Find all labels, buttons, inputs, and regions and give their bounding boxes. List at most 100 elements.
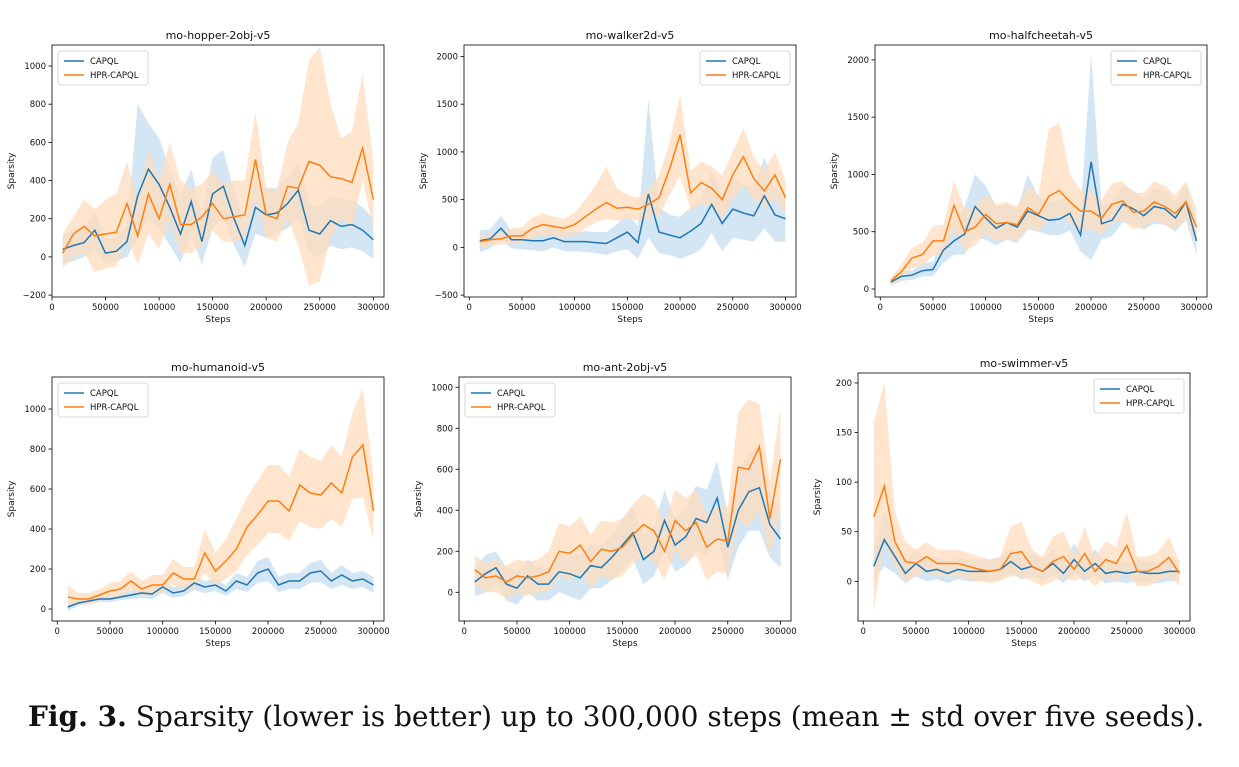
chart-panel-4: mo-humanoid-v5 0 50000 100000 150000 200000 25…	[7, 361, 390, 649]
x-tick-label: 150000	[196, 303, 228, 313]
y-tick-label: 800	[30, 100, 46, 110]
series-line-capql	[67, 568, 374, 608]
x-tick-label: 200000	[1058, 627, 1090, 637]
x-tick-label: 250000	[717, 303, 749, 313]
x-tick-label: 50000	[919, 303, 946, 313]
y-tick-label: 600	[437, 465, 453, 475]
x-tick-label: 0	[55, 627, 60, 637]
x-axis-label: Steps	[205, 315, 230, 325]
y-tick-label: 0	[41, 253, 46, 263]
y-tick-label: 0	[453, 243, 458, 253]
legend: CAPQL HPR-CAPQL	[699, 50, 791, 86]
y-axis-label: Sparsity	[419, 152, 429, 189]
y-tick-label: 2000	[436, 52, 458, 62]
y-tick-label: 600	[30, 138, 46, 148]
series-line-capql	[479, 193, 786, 245]
y-tick-label: 200	[30, 215, 46, 225]
legend-label-hpr-capql: HPR-CAPQL	[90, 403, 139, 413]
y-axis-label: Sparsity	[813, 478, 823, 515]
y-tick-label: 800	[30, 445, 46, 455]
chart-title: mo-halfcheetah-v5	[989, 29, 1093, 42]
legend: CAPQL HPR-CAPQL	[57, 50, 149, 86]
x-tick-label: 100000	[969, 303, 1001, 313]
series-line-hpr-capql	[873, 483, 1181, 574]
std-band-capql	[479, 99, 786, 259]
x-tick-label: 250000	[304, 303, 336, 313]
series-line-capql	[890, 161, 1198, 283]
legend-box	[699, 50, 791, 86]
legend-box	[1110, 50, 1202, 86]
plot-frame	[874, 44, 1208, 298]
x-tick-label: 0	[49, 303, 54, 313]
plot-frame	[51, 376, 385, 622]
legend-label-capql: CAPQL	[497, 389, 526, 399]
series-line-capql	[873, 538, 1180, 575]
plot-frame	[857, 372, 1191, 622]
x-tick-label: 150000	[1005, 627, 1037, 637]
x-tick-label: 150000	[199, 627, 231, 637]
plot-frame	[463, 44, 797, 298]
x-tick-label: 100000	[146, 627, 178, 637]
y-tick-label: 1000	[847, 170, 869, 180]
y-tick-label: −500	[435, 291, 458, 301]
chart-panel-3: mo-halfcheetah-v50 50000 100000 150000 20000…	[830, 29, 1213, 325]
series-line-hpr-capql	[474, 444, 782, 583]
plot-area	[67, 389, 375, 611]
legend-box	[57, 382, 149, 418]
x-tick-label: 250000	[1128, 303, 1160, 313]
x-tick-label: 300000	[357, 627, 389, 637]
legend-label-capql: CAPQL	[90, 57, 119, 67]
caption-text: Sparsity (lower is better) up to 300,000…	[135, 700, 1205, 733]
std-band-hpr-capql	[67, 389, 374, 605]
x-tick-label: 0	[878, 303, 883, 313]
y-tick-label: 2000	[847, 56, 869, 66]
chart-panel-6: mo-swimmer-v5 0 50000 100000 150000 200000 250…	[813, 357, 1196, 649]
y-tick-label: 100	[836, 478, 852, 488]
x-tick-label: 250000	[1111, 627, 1143, 637]
legend-label-capql: CAPQL	[1143, 57, 1172, 67]
chart-title: mo-humanoid-v5	[171, 361, 265, 374]
plot-area	[479, 94, 787, 259]
x-tick-label: 300000	[769, 303, 801, 313]
legend-label-hpr-capql: HPR-CAPQL	[732, 71, 781, 81]
y-tick-label: 0	[448, 588, 453, 598]
std-band-hpr-capql	[479, 94, 786, 248]
x-axis-label: Steps	[1011, 639, 1036, 649]
y-axis-label: Sparsity	[414, 480, 424, 517]
series-line-hpr-capql	[890, 189, 1198, 282]
legend-label-hpr-capql: HPR-CAPQL	[497, 403, 546, 413]
std-band-capql	[67, 557, 374, 611]
x-tick-label: 50000	[503, 627, 530, 637]
y-tick-label: 400	[30, 177, 46, 187]
x-tick-label: 200000	[664, 303, 696, 313]
figure-grid: mo-hopper-2obj-v50 50000 100000 150000 20000…	[7, 29, 1213, 649]
x-tick-label: 200000	[252, 627, 284, 637]
series-line-capql	[62, 167, 374, 254]
x-tick-label: 0	[467, 303, 472, 313]
x-tick-label: 50000	[508, 303, 535, 313]
x-tick-label: 100000	[143, 303, 175, 313]
legend: CAPQL HPR-CAPQL	[1093, 378, 1185, 414]
y-tick-label: 1000	[436, 148, 458, 158]
chart-panel-5: mo-ant-2obj-v5 0 50000 100000 150000 200000 25…	[414, 361, 797, 649]
x-axis-label: Steps	[617, 315, 642, 325]
plot-area	[873, 382, 1181, 612]
x-tick-label: 300000	[357, 303, 389, 313]
x-tick-label: 0	[462, 627, 467, 637]
y-tick-label: 1500	[436, 100, 458, 110]
y-tick-label: 500	[442, 196, 458, 206]
y-tick-label: 1000	[24, 405, 46, 415]
x-tick-label: 300000	[1163, 627, 1195, 637]
caption-label: Fig. 3.	[28, 700, 127, 733]
x-tick-label: 50000	[92, 303, 119, 313]
y-tick-label: 800	[437, 424, 453, 434]
legend-label-hpr-capql: HPR-CAPQL	[1143, 71, 1192, 81]
plot-area	[474, 399, 782, 605]
chart-title: mo-walker2d-v5	[586, 29, 675, 42]
y-tick-label: −200	[23, 291, 46, 301]
legend-label-hpr-capql: HPR-CAPQL	[90, 71, 139, 81]
x-tick-label: 250000	[712, 627, 744, 637]
x-tick-label: 200000	[250, 303, 282, 313]
chart-title: mo-swimmer-v5	[980, 357, 1069, 370]
x-tick-label: 200000	[659, 627, 691, 637]
